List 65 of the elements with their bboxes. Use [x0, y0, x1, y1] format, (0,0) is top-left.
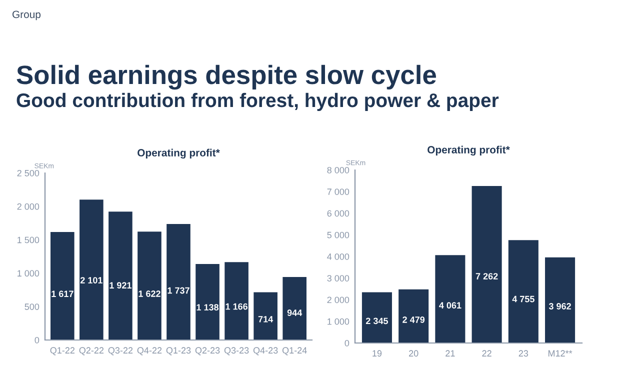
y-tick-label: 5 000: [327, 232, 350, 238]
y-tick-label: 1 500: [18, 236, 40, 244]
x-tick-label: Q1-24: [282, 347, 307, 356]
bar: [196, 264, 220, 340]
data-label: 1 617: [52, 290, 74, 298]
y-tick-label: 3 000: [327, 275, 350, 282]
data-label: 4 061: [439, 302, 462, 309]
y-tick-label: 0: [344, 340, 350, 346]
text: Good contribution from forest, hydro power & paper: [16, 92, 499, 112]
x-tick-label: M12**: [548, 350, 572, 356]
y-tick-label: 7 000: [327, 188, 350, 195]
bar: [138, 232, 162, 340]
bar: [435, 255, 466, 343]
y-tick-label: 1 000: [18, 270, 40, 277]
bar: [362, 292, 392, 343]
bar: [80, 200, 104, 340]
bar: [50, 232, 74, 340]
data-label: 944: [287, 310, 302, 316]
y-tick-label: 2 500: [17, 170, 40, 176]
data-label: 7 262: [476, 273, 498, 280]
x-tick-label: Q1-22: [50, 347, 75, 356]
y-tick-label: 1 000: [328, 318, 350, 325]
y-tick-label: 0: [34, 336, 40, 344]
x-tick-label: 20: [409, 350, 418, 357]
chart-title: Operating profit*: [428, 146, 510, 156]
y-tick-label: 4 000: [327, 253, 350, 260]
data-label: 1 166: [226, 303, 248, 310]
data-label: 714: [258, 316, 274, 322]
bar: [282, 276, 306, 340]
data-label: 4 755: [512, 296, 534, 302]
x-tick-label: Q4-22: [137, 347, 162, 356]
text: Solid earnings despite slow cycle: [16, 64, 436, 90]
bar: [224, 262, 248, 340]
y-tick-label: 2 000: [17, 203, 40, 210]
x-tick-label: Q1-23: [166, 347, 191, 356]
bar: [254, 292, 278, 340]
x-tick-label: Q2-23: [195, 347, 220, 356]
data-label: 1 737: [168, 287, 190, 294]
bar: [545, 257, 576, 343]
x-tick-label: Q4-23: [253, 347, 278, 356]
x-tick-label: 21: [446, 350, 455, 356]
bar: [166, 224, 190, 340]
data-label: 2 345: [366, 318, 388, 324]
x-tick-label: 19: [372, 350, 382, 357]
data-label: 2 101: [80, 277, 102, 284]
x-tick-label: Q3-23: [224, 347, 249, 356]
y-tick-label: 6 000: [327, 210, 350, 217]
data-label: 1 921: [110, 282, 132, 289]
y-tick-label: 2 000: [327, 296, 350, 304]
bar: [398, 289, 429, 343]
text: Group: [12, 10, 41, 20]
x-tick-label: 23: [518, 350, 528, 357]
y-tick-label: 500: [24, 304, 40, 310]
x-tick-label: Q3-22: [108, 347, 133, 356]
bar: [472, 186, 502, 343]
chart-title: Operating profit*: [138, 148, 220, 159]
x-tick-label: Q2-22: [79, 347, 104, 356]
x-tick-label: 22: [482, 350, 492, 356]
data-label: 3 962: [548, 303, 571, 310]
data-label: 1 138: [196, 304, 219, 311]
data-label: 1 622: [138, 290, 160, 297]
data-label: 2 479: [402, 316, 425, 323]
bar: [508, 240, 538, 343]
bar: [108, 212, 132, 340]
y-tick-label: 8 000: [327, 166, 350, 174]
